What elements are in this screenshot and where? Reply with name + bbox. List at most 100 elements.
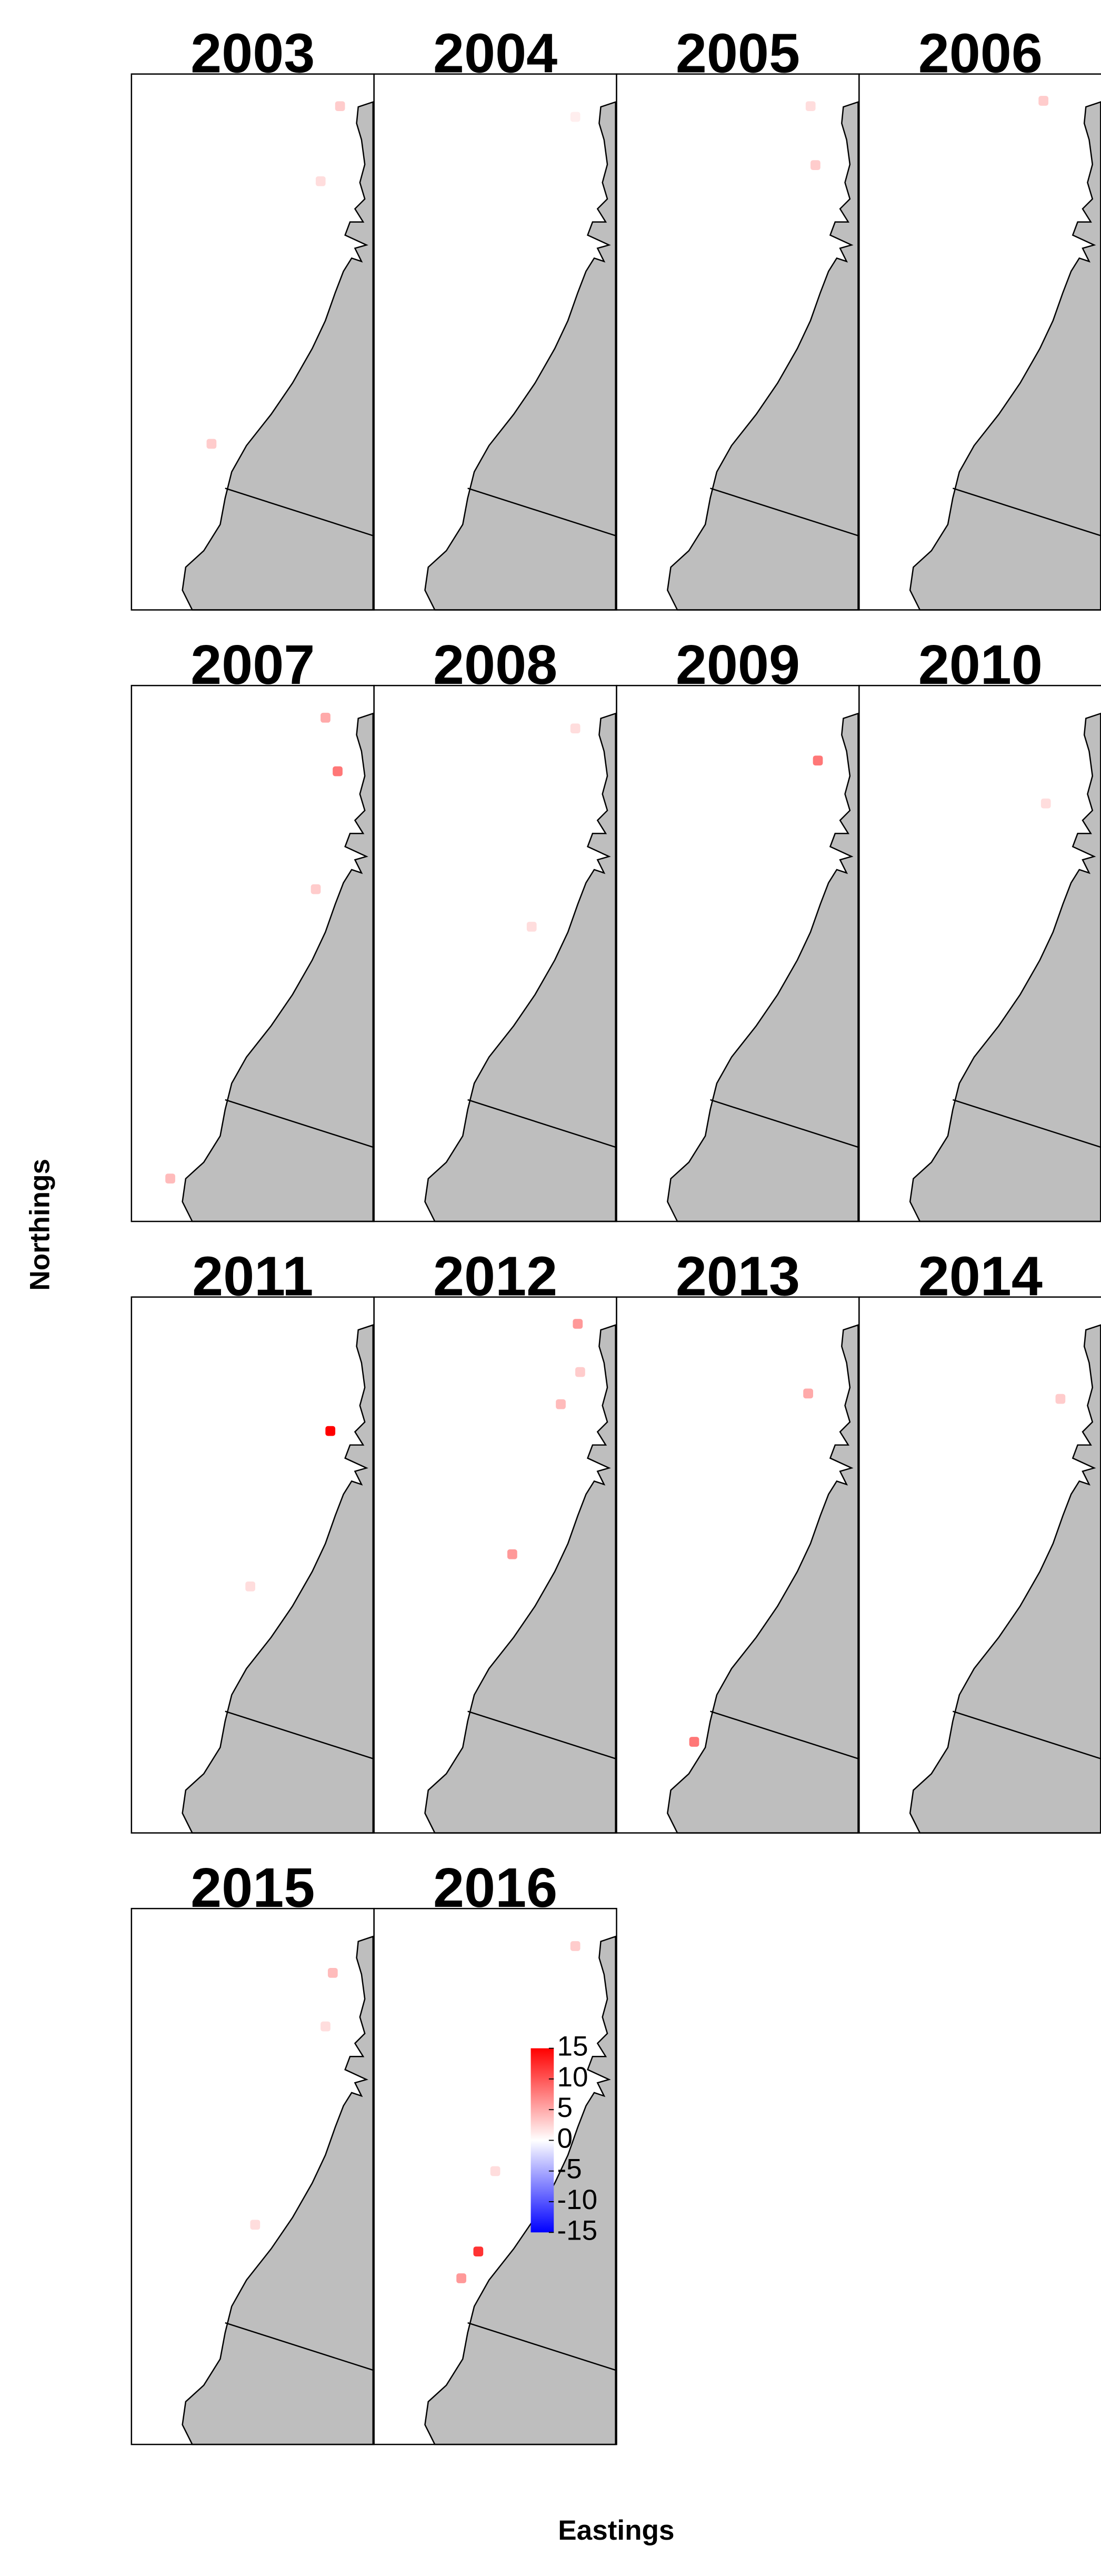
state-border	[710, 1710, 859, 1760]
anomaly-cell	[333, 766, 343, 777]
panel-title: 2005	[676, 22, 800, 84]
land	[424, 1935, 616, 2445]
colorbar-tick-label: -15	[557, 2215, 597, 2246]
anomaly-cell	[321, 712, 331, 723]
anomaly-cell	[1055, 1394, 1066, 1404]
anomaly-cell	[570, 112, 580, 122]
y-axis-label: Northings	[25, 1159, 56, 1291]
panel-frame	[373, 1907, 617, 2445]
x-axis-label: Eastings	[558, 2515, 674, 2546]
state-border	[952, 488, 1101, 536]
map-panel	[616, 73, 860, 611]
panel-title: 2014	[918, 1246, 1043, 1308]
map-panel	[373, 1296, 617, 1834]
state-border	[710, 1099, 859, 1148]
anomaly-cell	[335, 101, 345, 112]
panel-title: 2010	[918, 634, 1043, 696]
land	[182, 1935, 374, 2445]
panel-title: 2004	[433, 22, 557, 84]
colorbar-tick-label: 5	[557, 2092, 573, 2123]
anomaly-cell	[250, 2220, 261, 2230]
map-panel	[131, 73, 375, 611]
land	[909, 1324, 1101, 1834]
state-border	[467, 2322, 617, 2371]
anomaly-cell	[813, 755, 823, 766]
state-border	[952, 1710, 1101, 1759]
panel-frame	[858, 1296, 1101, 1834]
anomaly-cell	[575, 1367, 585, 1377]
land	[424, 712, 616, 1222]
anomaly-cell	[507, 1549, 517, 1559]
land	[182, 712, 374, 1222]
colorbar-tick-label: 10	[557, 2062, 588, 2093]
anomaly-cell	[456, 2273, 466, 2283]
anomaly-cell	[325, 1426, 336, 1436]
map-panel	[858, 1296, 1101, 1834]
state-border	[467, 488, 617, 537]
land	[667, 1324, 859, 1834]
anomaly-cell	[573, 1319, 583, 1329]
map-panel	[858, 684, 1101, 1222]
anomaly-cell	[570, 723, 580, 733]
anomaly-cell	[327, 1967, 338, 1978]
panel-title: 2009	[676, 634, 800, 696]
panel-title: 2003	[191, 22, 315, 84]
anomaly-cell	[490, 2166, 501, 2176]
state-border	[225, 1710, 375, 1760]
state-border	[225, 2322, 375, 2371]
panel-title: 2015	[191, 1857, 315, 1919]
anomaly-cell	[245, 1581, 255, 1592]
anomaly-cell	[1038, 96, 1049, 106]
panel-title: 2008	[433, 634, 557, 696]
anomaly-cell	[810, 160, 820, 171]
land	[667, 101, 859, 611]
land	[667, 712, 859, 1222]
state-border	[225, 488, 375, 537]
state-border	[467, 1710, 617, 1760]
anomaly-cell	[311, 884, 321, 894]
anomaly-cell	[803, 1388, 813, 1399]
map-panel	[373, 1907, 617, 2445]
anomaly-cell	[526, 921, 537, 932]
map-panel	[373, 73, 617, 611]
state-border	[467, 1099, 617, 1148]
state-border	[952, 1099, 1101, 1148]
panel-title: 2012	[433, 1246, 557, 1308]
colorbar-tick-label: 0	[557, 2123, 573, 2154]
colorbar-tick-label: 15	[557, 2031, 588, 2062]
colorbar-tick-label: -10	[557, 2184, 597, 2215]
land	[909, 101, 1101, 611]
anomaly-cell	[805, 101, 816, 112]
anomaly-cell	[570, 1941, 580, 1951]
map-panel	[616, 1296, 860, 1834]
panel-frame	[858, 73, 1101, 611]
land	[424, 101, 616, 611]
anomaly-cell	[315, 176, 326, 186]
panel-title: 2013	[676, 1246, 800, 1308]
anomaly-cell	[473, 2246, 484, 2257]
anomaly-cell	[165, 1173, 175, 1183]
anomaly-cell	[321, 2021, 331, 2032]
state-border	[710, 488, 859, 537]
anomaly-cell	[206, 439, 217, 449]
panel-title: 2016	[433, 1857, 557, 1919]
land	[182, 101, 374, 611]
panel-title: 2007	[191, 634, 315, 696]
land	[424, 1324, 616, 1834]
map-panel	[616, 684, 860, 1222]
map-panel	[131, 684, 375, 1222]
map-panel	[373, 684, 617, 1222]
colorbar-tick-label: -5	[557, 2154, 582, 2185]
anomaly-cell	[689, 1737, 699, 1747]
anomaly-cell	[1040, 798, 1051, 809]
anomaly-cell	[556, 1399, 566, 1409]
land	[182, 1324, 374, 1834]
panel-title: 2006	[918, 22, 1043, 84]
map-panel	[131, 1907, 375, 2445]
panel-title: 2011	[192, 1246, 313, 1308]
land	[909, 712, 1101, 1222]
map-panel	[858, 73, 1101, 611]
panel-frame	[858, 684, 1101, 1222]
